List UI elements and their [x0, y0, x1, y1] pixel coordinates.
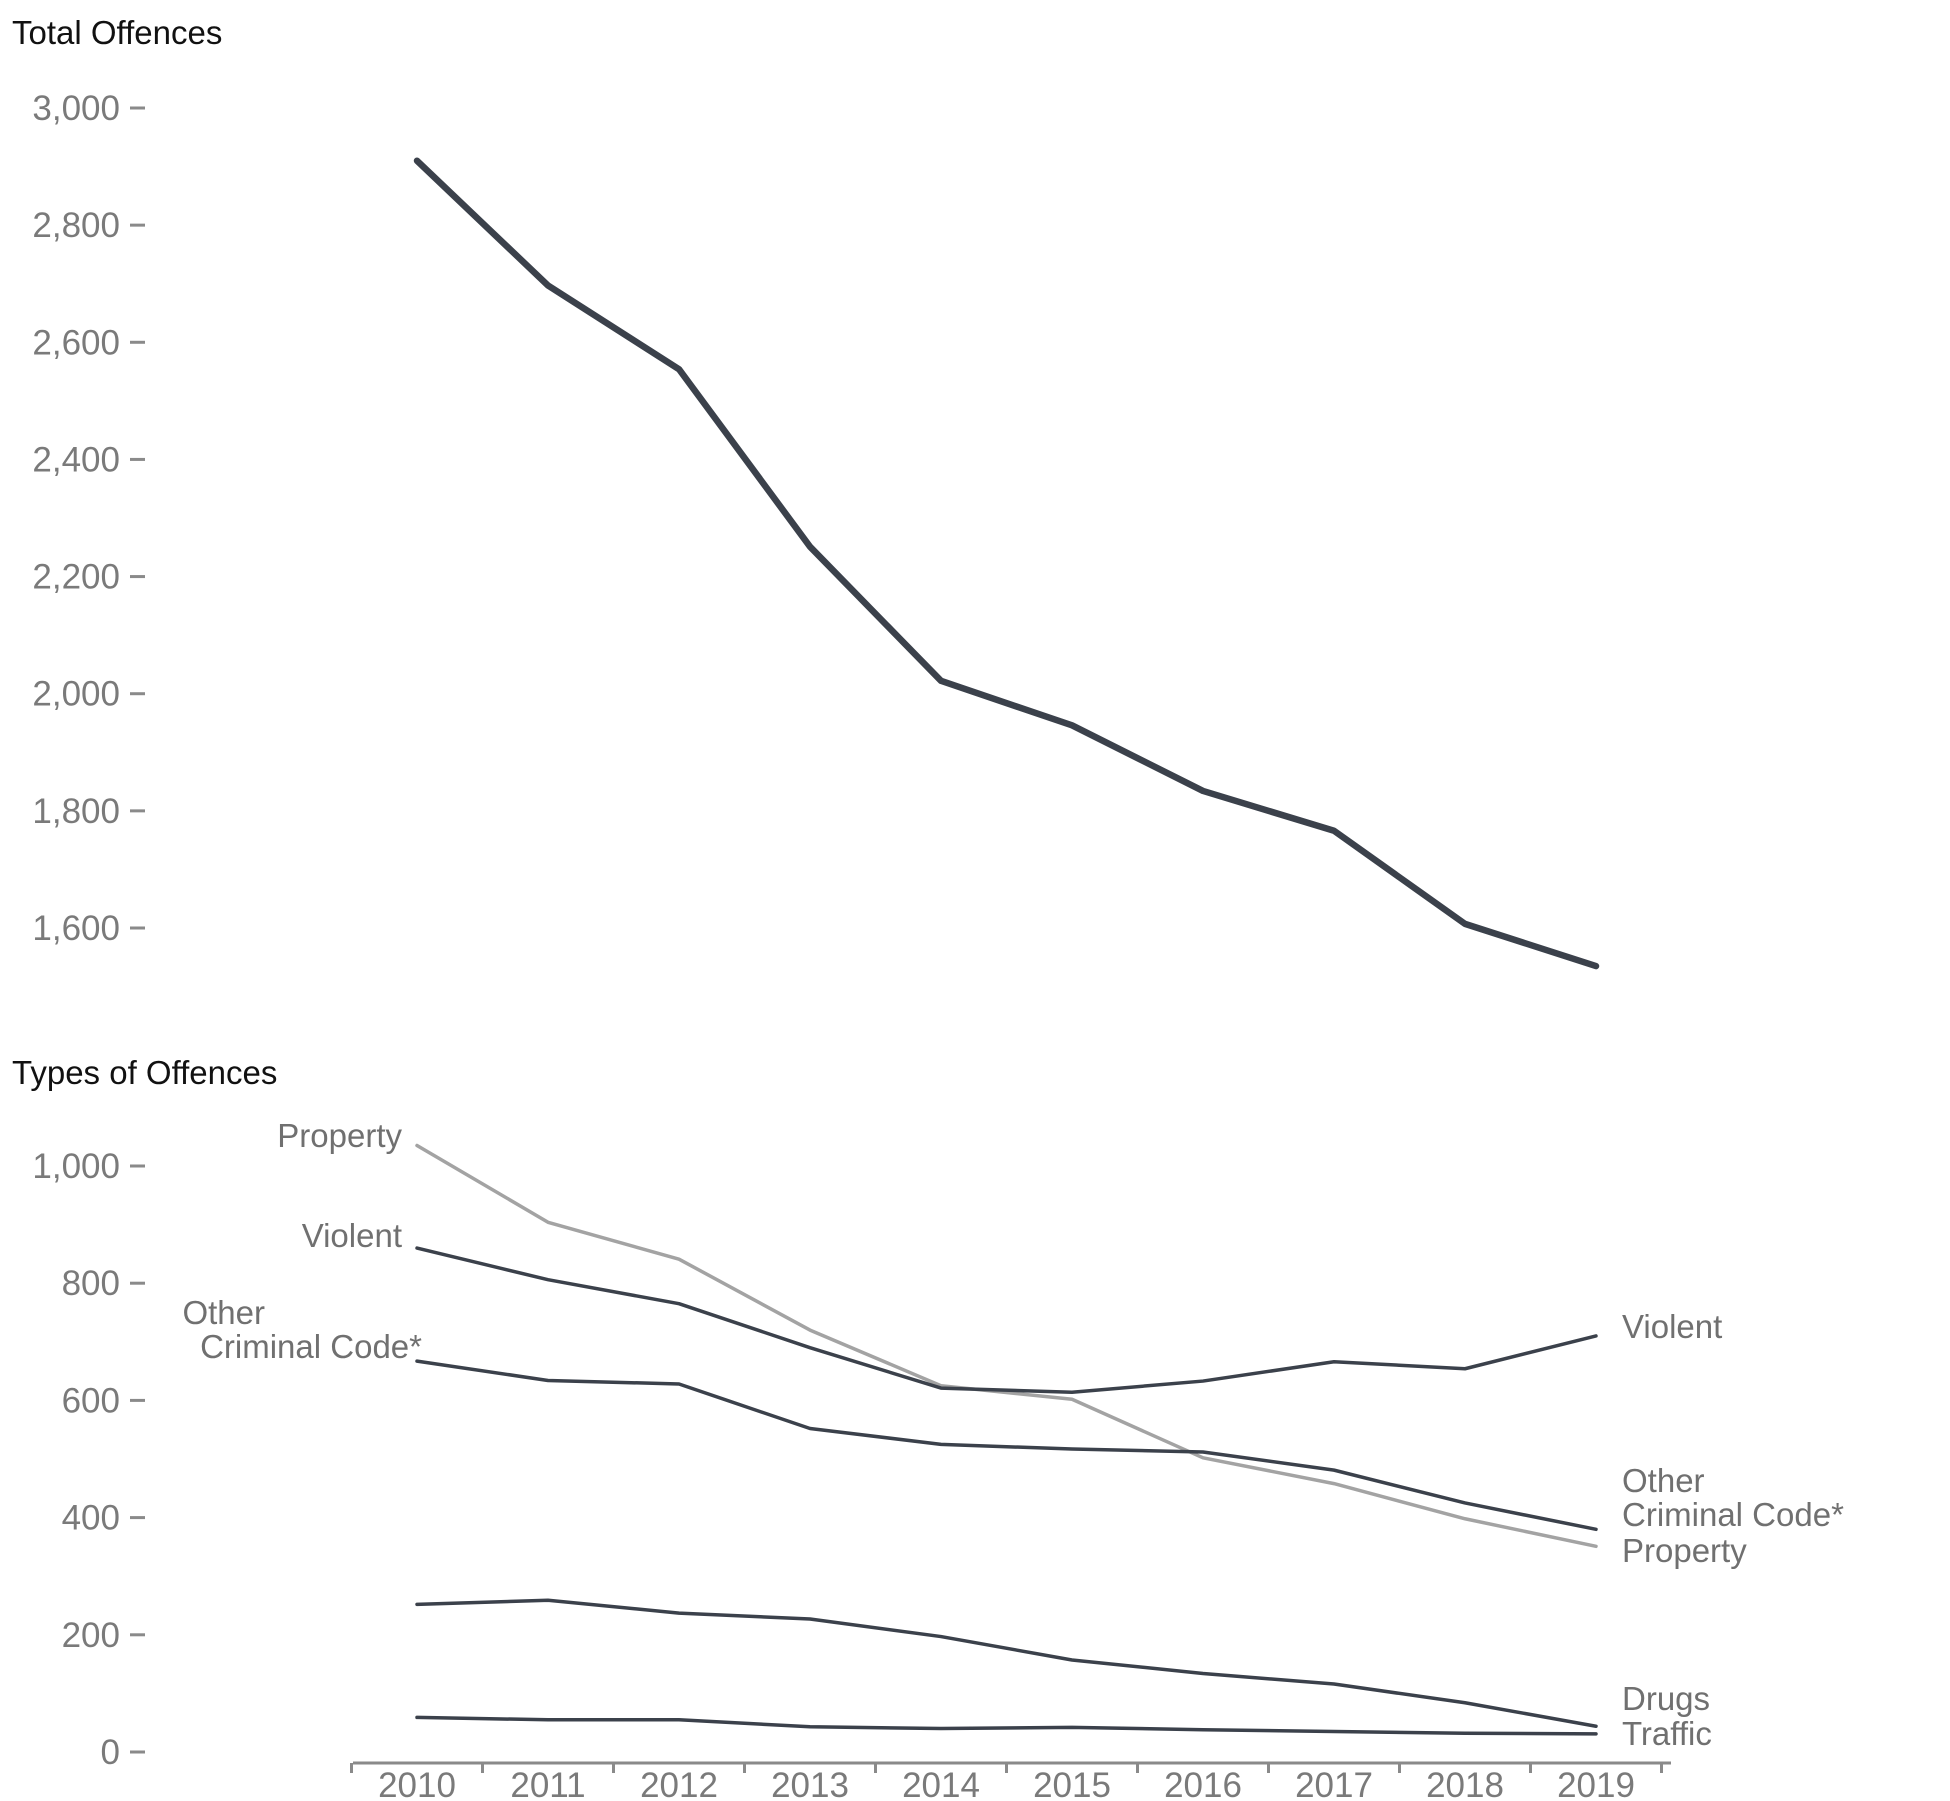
- types-y-tick-label-200: 200: [62, 1616, 120, 1655]
- other-criminal-code-end-label: Criminal Code*: [1622, 1496, 1844, 1533]
- property-line: [415, 1143, 1598, 1549]
- x-tick-label-2014: 2014: [902, 1766, 980, 1801]
- drugs-end-label: Drugs: [1622, 1680, 1710, 1717]
- types-series-group: [415, 1143, 1598, 1736]
- types-y-tick-label-0: 0: [101, 1733, 120, 1772]
- total-series-group: [413, 157, 1600, 970]
- total-offences-panel: Total Offences 3,000 2,800 2,600 2,400 2,200…: [12, 14, 1600, 970]
- other-criminal-code-start-label: Criminal Code*: [200, 1328, 422, 1365]
- x-tick-label-2015: 2015: [1033, 1766, 1111, 1801]
- traffic-line: [415, 1715, 1598, 1736]
- total-y-tick-label-2800: 2,800: [32, 206, 120, 245]
- x-tick-label-2019: 2019: [1557, 1766, 1635, 1801]
- x-tick-label-2013: 2013: [771, 1766, 849, 1801]
- types-series-labels: PropertyPropertyViolentViolentOtherCrimi…: [182, 1117, 1844, 1752]
- property-start-label: Property: [277, 1117, 402, 1154]
- types-offences-title: Types of Offences: [12, 1054, 277, 1091]
- traffic-end-label: Traffic: [1622, 1715, 1712, 1752]
- total-y-tick-label-2200: 2,200: [32, 558, 120, 597]
- x-tick-label-2011: 2011: [510, 1766, 585, 1801]
- violent-line: [415, 1246, 1598, 1394]
- x-tick-label-2010: 2010: [378, 1766, 456, 1801]
- total-offences-title: Total Offences: [12, 14, 222, 51]
- types-offences-panel: Types of Offences 1,000 800 600 400 200 0 201…: [12, 1054, 1844, 1801]
- x-tick-label-2012: 2012: [640, 1766, 718, 1801]
- types-y-axis: 1,000 800 600 400 200 0: [32, 1147, 145, 1772]
- other-criminal-code-end-label: Other: [1622, 1462, 1705, 1499]
- total-y-tick-label-2400: 2,400: [32, 440, 120, 479]
- total-y-tick-label-2600: 2,600: [32, 323, 120, 362]
- x-tick-label-2017: 2017: [1295, 1766, 1373, 1801]
- other-criminal-code-start-label: Other: [182, 1294, 265, 1331]
- types-y-tick-label-400: 400: [62, 1499, 120, 1538]
- total-y-axis: 3,000 2,800 2,600 2,400 2,200 2,000 1,800 1,600: [32, 89, 145, 948]
- types-y-tick-label-1000: 1,000: [32, 1147, 120, 1186]
- x-tick-label-2016: 2016: [1164, 1766, 1242, 1801]
- total-y-tick-label-3000: 3,000: [32, 89, 120, 128]
- other-criminal-code-line: [415, 1359, 1598, 1532]
- types-x-axis: 2010 2011 2012 2013 2014 2015 2016 2017 2018 2019: [350, 1761, 1671, 1801]
- total-offences-line: [413, 157, 1600, 970]
- violent-end-label: Violent: [1622, 1308, 1722, 1345]
- total-y-tick-label-1800: 1,800: [32, 792, 120, 831]
- x-tick-label-2018: 2018: [1426, 1766, 1504, 1801]
- total-y-tick-label-1600: 1,600: [32, 909, 120, 948]
- types-y-tick-label-600: 600: [62, 1381, 120, 1420]
- violent-start-label: Violent: [302, 1217, 402, 1254]
- types-y-tick-label-800: 800: [62, 1264, 120, 1303]
- total-y-tick-label-2000: 2,000: [32, 675, 120, 714]
- drugs-line: [415, 1598, 1598, 1728]
- property-end-label: Property: [1622, 1532, 1747, 1569]
